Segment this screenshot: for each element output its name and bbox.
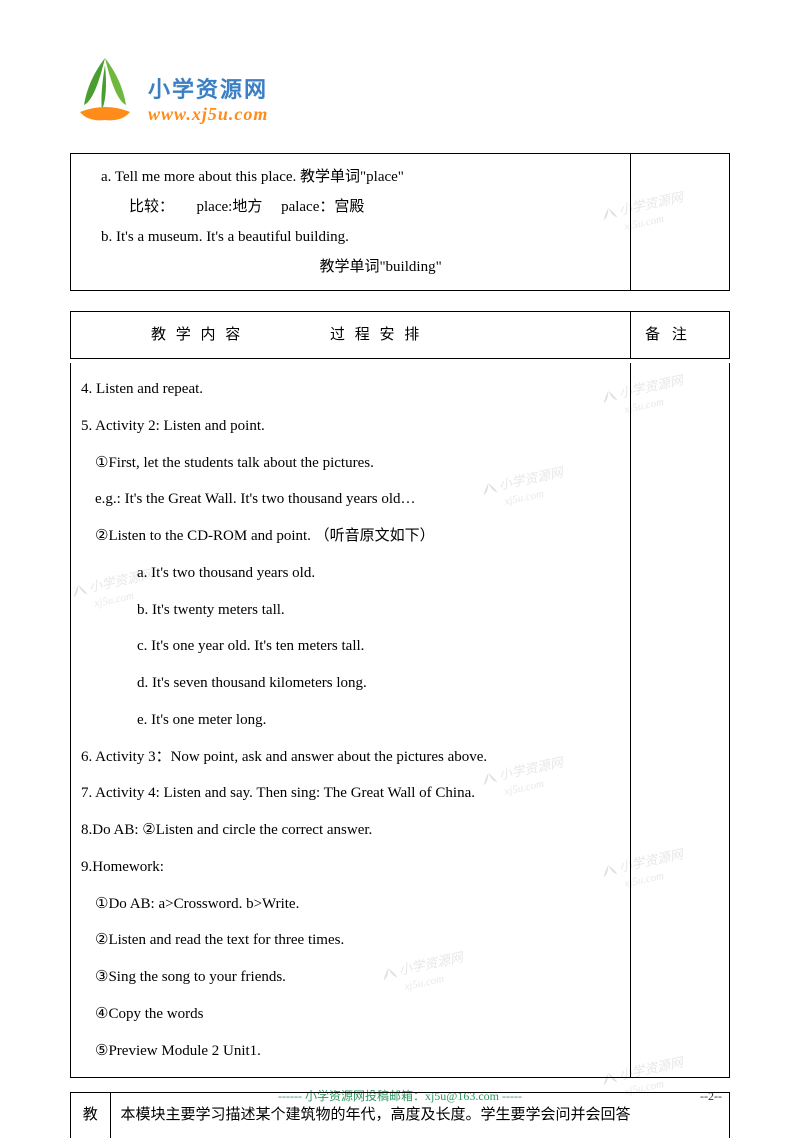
header-left: 教 学 内 容 过 程 安 排 [71,312,631,359]
box1-line3: b. It's a museum. It's a beautiful build… [81,222,620,252]
box1-line2: 比较： place:地方 palace：宫殿 [81,192,620,222]
body-note-cell [631,363,730,1078]
box1-compare-a: place:地方 [197,199,263,215]
header-content-label: 教 学 内 容 [81,320,243,350]
line-5-2a: a. It's two thousand years old. [81,555,620,592]
line-5-eg: e.g.: It's the Great Wall. It's two thou… [81,481,620,518]
logo-title: 小学资源网 [148,72,268,104]
site-logo: 小学资源网 www.xj5u.com [70,40,730,135]
line-5-1: ①First, let the students talk about the … [81,445,620,482]
line-9-1: ①Do AB: a>Crossword. b>Write. [81,886,620,923]
logo-url: www.xj5u.com [148,104,268,125]
header-right: 备 注 [631,312,730,359]
logo-leaf-icon [70,50,140,135]
line-5-2b: b. It's twenty meters tall. [81,592,620,629]
line-9-5: ⑤Preview Module 2 Unit1. [81,1033,620,1070]
line-4: 4. Listen and repeat. [81,371,620,408]
body-content-cell: 4. Listen and repeat. 5. Activity 2: Lis… [71,363,631,1078]
line-8: 8.Do AB: ②Listen and circle the correct … [81,812,620,849]
line-9-2: ②Listen and read the text for three time… [81,922,620,959]
box1-compare-label: 比较： [129,199,174,215]
box1-compare-b: palace：宫殿 [281,199,364,215]
line-5: 5. Activity 2: Listen and point. [81,408,620,445]
line-5-2: ②Listen to the CD-ROM and point. （听音原文如下… [81,518,620,555]
body-table: 4. Listen and repeat. 5. Activity 2: Lis… [70,363,730,1078]
box1-content: a. Tell me more about this place. 教学单词"p… [71,154,631,291]
box1-table: a. Tell me more about this place. 教学单词"p… [70,153,730,291]
line-5-2c: c. It's one year old. It's ten meters ta… [81,628,620,665]
summary-text: 本模块主要学习描述某个建筑物的年代，高度及长度。学生要学会问并会回答 [110,1093,729,1138]
line-9-4: ④Copy the words [81,996,620,1033]
summary-table: 教 本模块主要学习描述某个建筑物的年代，高度及长度。学生要学会问并会回答 [70,1092,730,1138]
header-process-label: 过 程 安 排 [250,320,422,350]
line-5-2e: e. It's one meter long. [81,702,620,739]
line-9-3: ③Sing the song to your friends. [81,959,620,996]
box1-line4: 教学单词"building" [81,252,620,282]
line-6: 6. Activity 3：Now point, ask and answer … [81,739,620,776]
line-7: 7. Activity 4: Listen and say. Then sing… [81,775,620,812]
line-9: 9.Homework: [81,849,620,886]
box1-empty [631,154,730,291]
box1-line1: a. Tell me more about this place. 教学单词"p… [81,162,620,192]
header-table: 教 学 内 容 过 程 安 排 备 注 [70,311,730,359]
line-5-2d: d. It's seven thousand kilometers long. [81,665,620,702]
summary-label: 教 [71,1093,111,1138]
